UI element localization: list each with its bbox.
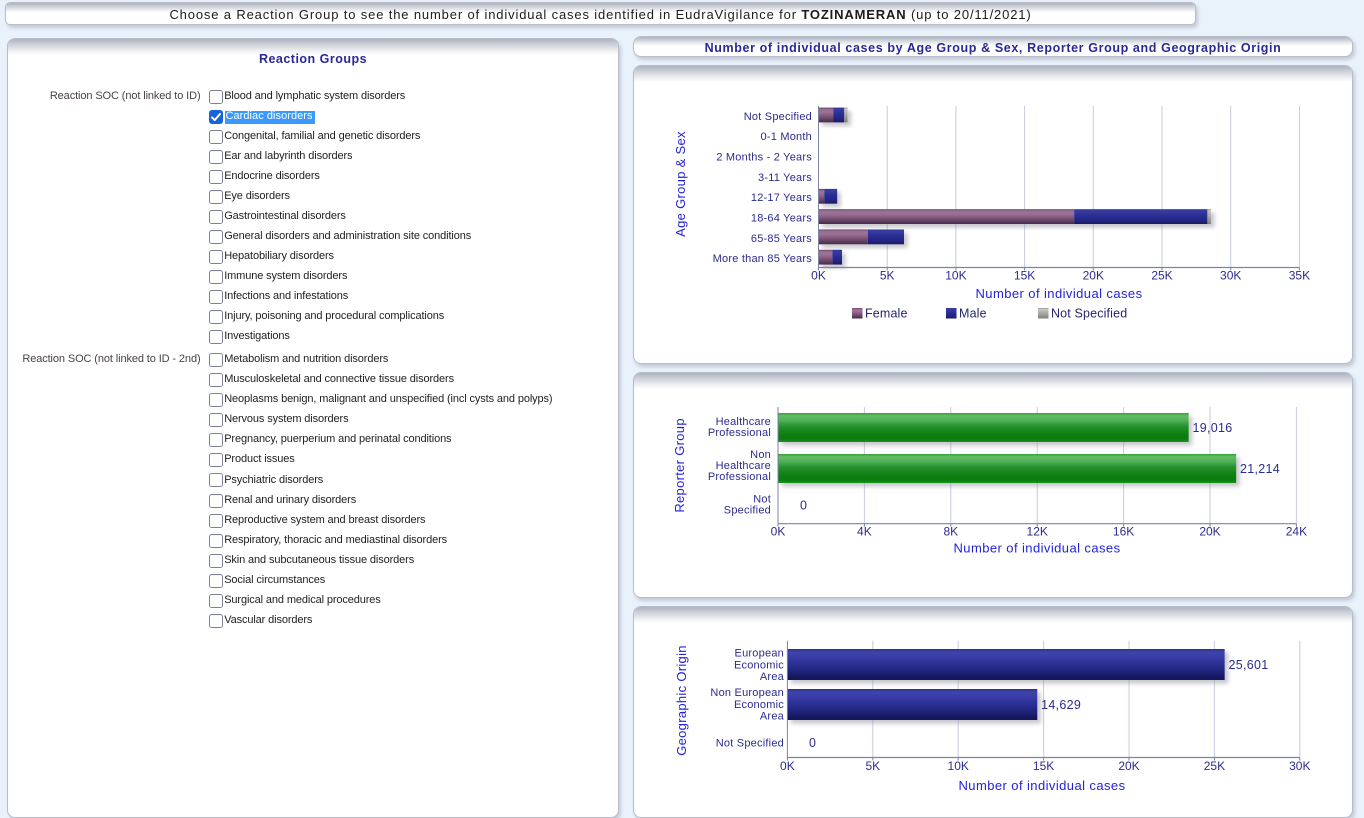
svg-text:Number of individual cases: Number of individual cases: [959, 778, 1126, 793]
svg-text:21,214: 21,214: [1240, 462, 1280, 476]
svg-text:Area: Area: [760, 671, 785, 683]
svg-text:Non: Non: [750, 449, 771, 461]
svg-text:Healthcare: Healthcare: [716, 460, 771, 472]
svg-text:Number of individual cases: Number of individual cases: [976, 286, 1143, 301]
svg-text:3-11 Years: 3-11 Years: [758, 172, 812, 184]
svg-text:Reporter Group: Reporter Group: [672, 418, 687, 513]
svg-text:2 Months - 2 Years: 2 Months - 2 Years: [716, 152, 812, 164]
svg-text:24K: 24K: [1286, 525, 1307, 539]
svg-text:19,016: 19,016: [1193, 421, 1233, 435]
svg-text:5K: 5K: [880, 269, 895, 283]
svg-text:15K: 15K: [1014, 269, 1035, 283]
svg-text:25,601: 25,601: [1229, 658, 1269, 672]
svg-text:Professional: Professional: [708, 471, 771, 483]
svg-text:65-85 Years: 65-85 Years: [751, 233, 812, 245]
svg-text:Economic: Economic: [734, 659, 784, 671]
svg-text:25K: 25K: [1151, 269, 1172, 283]
svg-text:0K: 0K: [771, 525, 786, 539]
svg-text:0-1 Month: 0-1 Month: [760, 131, 812, 143]
svg-text:Not Specified: Not Specified: [1051, 307, 1127, 321]
svg-text:20K: 20K: [1118, 759, 1139, 773]
svg-text:14,629: 14,629: [1041, 698, 1081, 712]
svg-text:0: 0: [800, 499, 807, 513]
svg-text:Not: Not: [753, 494, 771, 506]
svg-text:Not Specified: Not Specified: [744, 111, 812, 123]
svg-text:Specified: Specified: [724, 505, 771, 517]
svg-text:Non European: Non European: [710, 687, 784, 699]
svg-text:30K: 30K: [1220, 269, 1241, 283]
svg-text:12-17 Years: 12-17 Years: [751, 192, 812, 204]
svg-text:Male: Male: [959, 307, 987, 321]
svg-text:Not Specified: Not Specified: [716, 737, 784, 749]
svg-text:0K: 0K: [811, 269, 826, 283]
svg-text:Economic: Economic: [734, 699, 784, 711]
svg-text:More than 85 Years: More than 85 Years: [713, 253, 813, 265]
svg-text:10K: 10K: [948, 759, 969, 773]
svg-text:Professional: Professional: [708, 427, 771, 439]
svg-text:15K: 15K: [1033, 759, 1054, 773]
svg-text:Female: Female: [865, 307, 908, 321]
svg-text:4K: 4K: [857, 525, 872, 539]
svg-text:Area: Area: [760, 711, 785, 723]
svg-text:0: 0: [809, 736, 816, 750]
svg-text:20K: 20K: [1083, 269, 1104, 283]
svg-text:8K: 8K: [943, 525, 958, 539]
svg-text:12K: 12K: [1027, 525, 1048, 539]
svg-text:30K: 30K: [1289, 759, 1310, 773]
svg-text:European: European: [735, 648, 784, 660]
svg-text:35K: 35K: [1289, 269, 1310, 283]
svg-text:Number of individual cases: Number of individual cases: [954, 541, 1121, 556]
svg-text:18-64 Years: 18-64 Years: [751, 213, 812, 225]
svg-text:10K: 10K: [945, 269, 966, 283]
svg-text:Healthcare: Healthcare: [716, 416, 771, 428]
svg-text:0K: 0K: [780, 759, 795, 773]
svg-text:16K: 16K: [1113, 525, 1134, 539]
svg-text:25K: 25K: [1204, 759, 1225, 773]
svg-text:Age Group & Sex: Age Group & Sex: [673, 131, 688, 237]
svg-text:Geographic Origin: Geographic Origin: [674, 645, 689, 756]
svg-text:5K: 5K: [865, 759, 880, 773]
svg-text:20K: 20K: [1199, 525, 1220, 539]
